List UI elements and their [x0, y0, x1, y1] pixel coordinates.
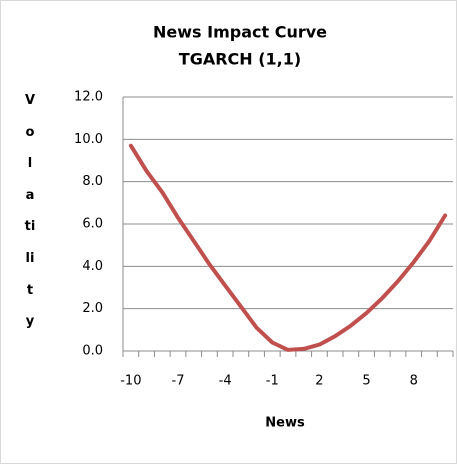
x-tick-label: -4 [219, 374, 232, 389]
chart-subtitle: TGARCH (1,1) [179, 50, 301, 69]
x-tick-label: -1 [266, 374, 279, 389]
y-tick-label: 10.0 [74, 132, 103, 147]
x-tick-label: 5 [362, 374, 370, 389]
y-tick-label: 6.0 [82, 217, 103, 232]
x-tick-label: 2 [315, 374, 323, 389]
y-tick-label: 0.0 [82, 344, 103, 359]
x-tick-label: -7 [172, 374, 185, 389]
x-axis-title: News [265, 416, 305, 431]
y-tick-label: 4.0 [82, 259, 103, 274]
y-tick-label: 2.0 [82, 301, 103, 316]
chart-title: News Impact Curve [153, 23, 327, 42]
y-tick-label: 12.0 [74, 90, 103, 105]
y-axis-title: Volatility [24, 93, 36, 330]
line-series [128, 143, 448, 352]
y-tick-label: 8.0 [82, 174, 103, 189]
x-tick-label: -10 [120, 374, 141, 389]
x-tick-label: 8 [410, 374, 418, 389]
